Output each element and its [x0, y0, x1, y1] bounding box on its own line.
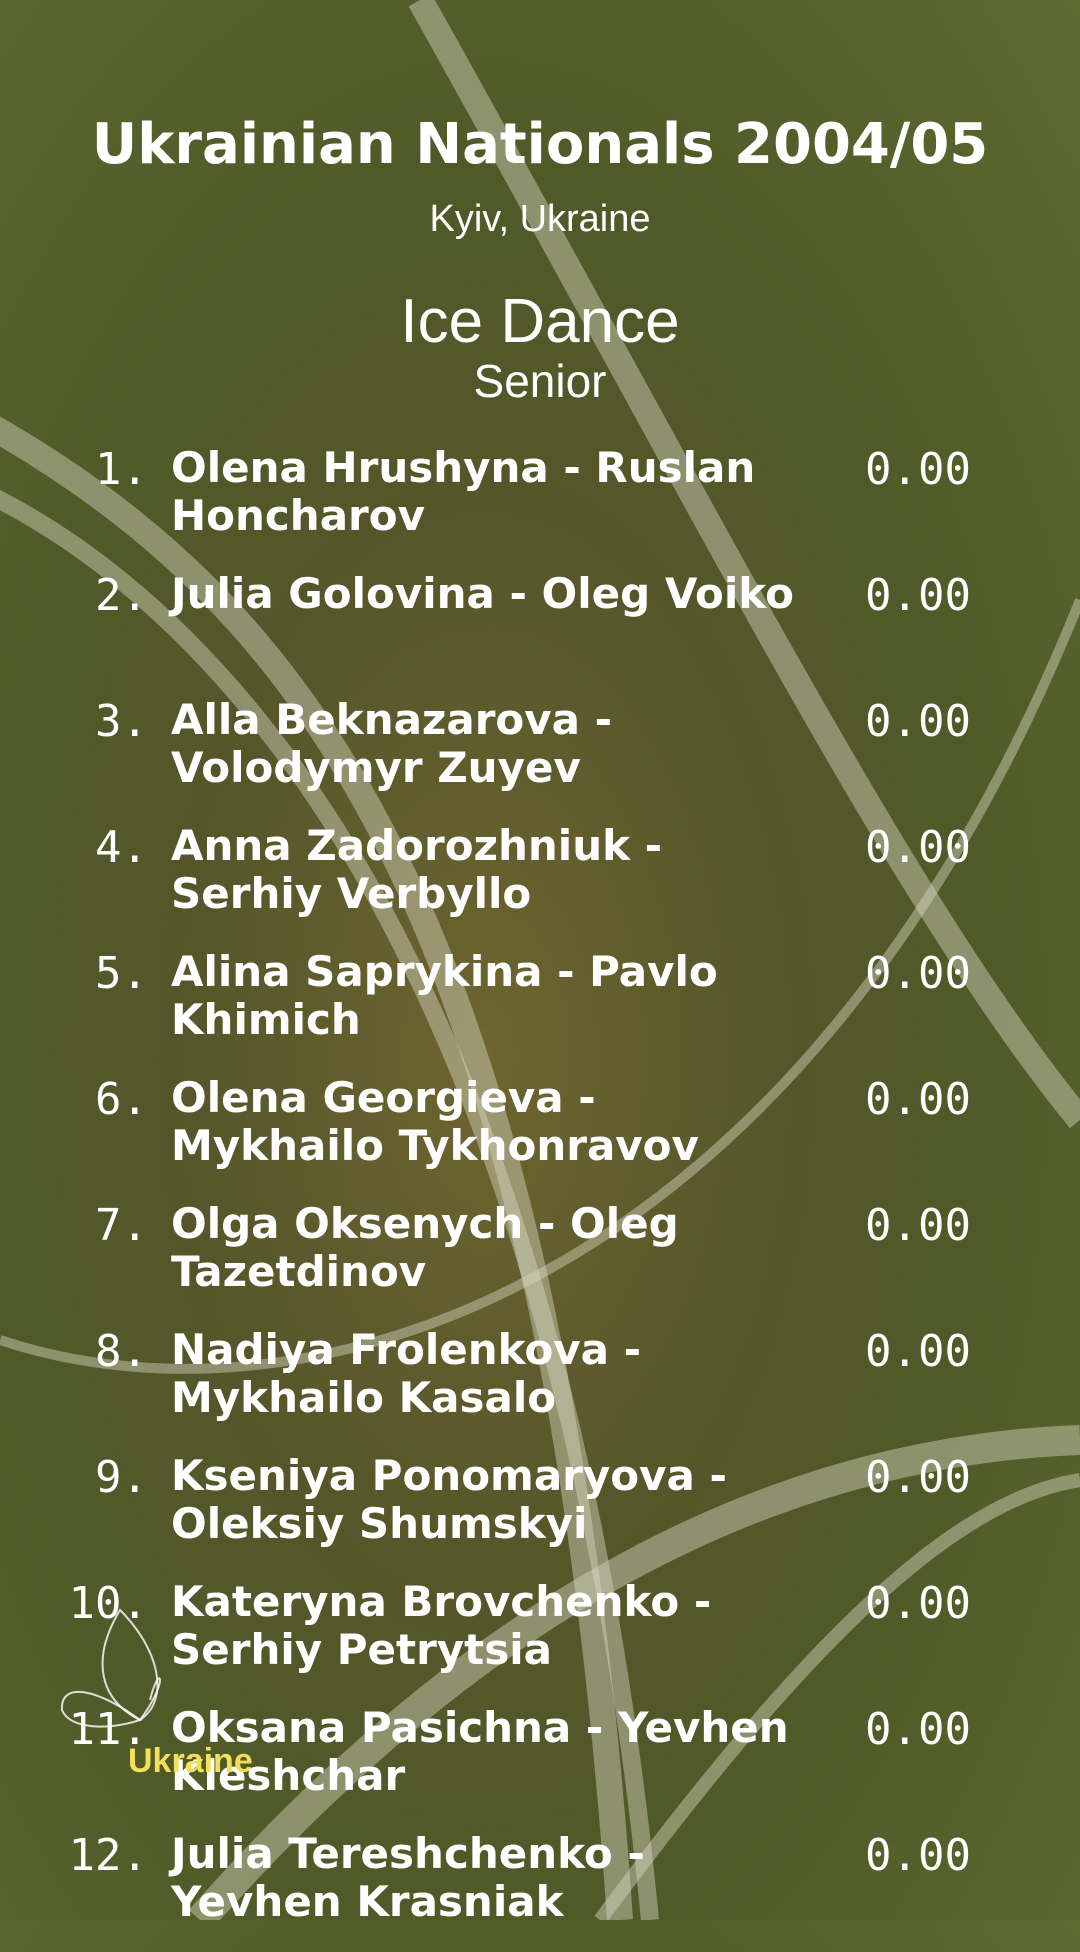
- score: 0.00: [865, 822, 971, 873]
- score: 0.00: [865, 948, 971, 999]
- rank: 7.: [95, 1200, 148, 1251]
- result-row: 8. Nadiya Frolenkova - Mykhailo Kasalo 0.0…: [0, 1322, 1080, 1448]
- skaters: Olena Hrushyna - Ruslan Honcharov: [171, 443, 756, 540]
- result-row: 1. Olena Hrushyna - Ruslan Honcharov 0.00: [0, 440, 1080, 566]
- result-row: 7. Olga Oksenych - Oleg Tazetdinov 0.00: [0, 1196, 1080, 1322]
- rank: 1.: [95, 444, 148, 495]
- rank: 5.: [95, 948, 148, 999]
- score: 0.00: [865, 1452, 971, 1503]
- skaters: Olga Oksenych - Oleg Tazetdinov: [171, 1199, 679, 1296]
- skaters: Kseniya Ponomaryova - Oleksiy Shumskyi: [171, 1451, 727, 1548]
- logo-text: Ukraine: [128, 1742, 253, 1780]
- skaters: Julia Tereshchenko - Yevhen Krasniak: [171, 1829, 645, 1926]
- rank: 3.: [95, 696, 148, 747]
- result-row: 4. Anna Zadorozhniuk - Serhiy Verbyllo 0.0…: [0, 818, 1080, 944]
- result-row: 6. Olena Georgieva - Mykhailo Tykhonravov…: [0, 1070, 1080, 1196]
- result-row: 11. Oksana Pasichna - Yevhen Kleshchar 0.0…: [0, 1700, 1080, 1826]
- skaters: Alina Saprykina - Pavlo Khimich: [171, 947, 718, 1044]
- result-row: 10. Kateryna Brovchenko - Serhiy Petrytsi…: [0, 1574, 1080, 1700]
- rank: 2.: [95, 570, 148, 621]
- result-row: 3. Alla Beknazarova - Volodymyr Zuyev 0.00: [0, 692, 1080, 818]
- score: 0.00: [865, 1200, 971, 1251]
- skaters: Nadiya Frolenkova - Mykhailo Kasalo: [171, 1325, 642, 1422]
- skaters: Anna Zadorozhniuk - Serhiy Verbyllo: [171, 821, 663, 918]
- title: Ukrainian Nationals 2004/05: [91, 112, 989, 177]
- score: 0.00: [865, 1830, 971, 1881]
- rank: 9.: [95, 1452, 148, 1503]
- skaters: Alla Beknazarova - Volodymyr Zuyev: [171, 695, 613, 792]
- skaters: Julia Golovina - Oleg Voiko: [171, 569, 794, 618]
- results-list: 1. Olena Hrushyna - Ruslan Honcharov 0.00 2…: [0, 440, 1080, 1952]
- level: Senior: [473, 355, 607, 407]
- result-row: 9. Kseniya Ponomaryova - Oleksiy Shumskyi…: [0, 1448, 1080, 1574]
- rank: 12.: [68, 1830, 148, 1881]
- event: Ice Dance: [400, 287, 680, 356]
- score: 0.00: [865, 1326, 971, 1377]
- score: 0.00: [865, 444, 971, 495]
- result-row: 5. Alina Saprykina - Pavlo Khimich 0.00: [0, 944, 1080, 1070]
- skaters: Oksana Pasichna - Yevhen Kleshchar: [171, 1703, 789, 1800]
- result-row: 2. Julia Golovina - Oleg Voiko 0.00: [0, 566, 1080, 692]
- rank: 11.: [68, 1704, 148, 1755]
- skaters: Olena Georgieva - Mykhailo Tykhonravov: [171, 1073, 699, 1170]
- score: 0.00: [865, 1578, 971, 1629]
- skaters: Kateryna Brovchenko - Serhiy Petrytsia: [171, 1577, 712, 1674]
- rank: 4.: [95, 822, 148, 873]
- rank: 6.: [95, 1074, 148, 1125]
- rank: 8.: [95, 1326, 148, 1377]
- result-row: 12. Julia Tereshchenko - Yevhen Krasniak 0…: [0, 1826, 1080, 1952]
- score: 0.00: [865, 1704, 971, 1755]
- rank: 10.: [68, 1578, 148, 1629]
- location: Kyiv, Ukraine: [429, 198, 651, 240]
- score: 0.00: [865, 570, 971, 621]
- score: 0.00: [865, 696, 971, 747]
- score: 0.00: [865, 1074, 971, 1125]
